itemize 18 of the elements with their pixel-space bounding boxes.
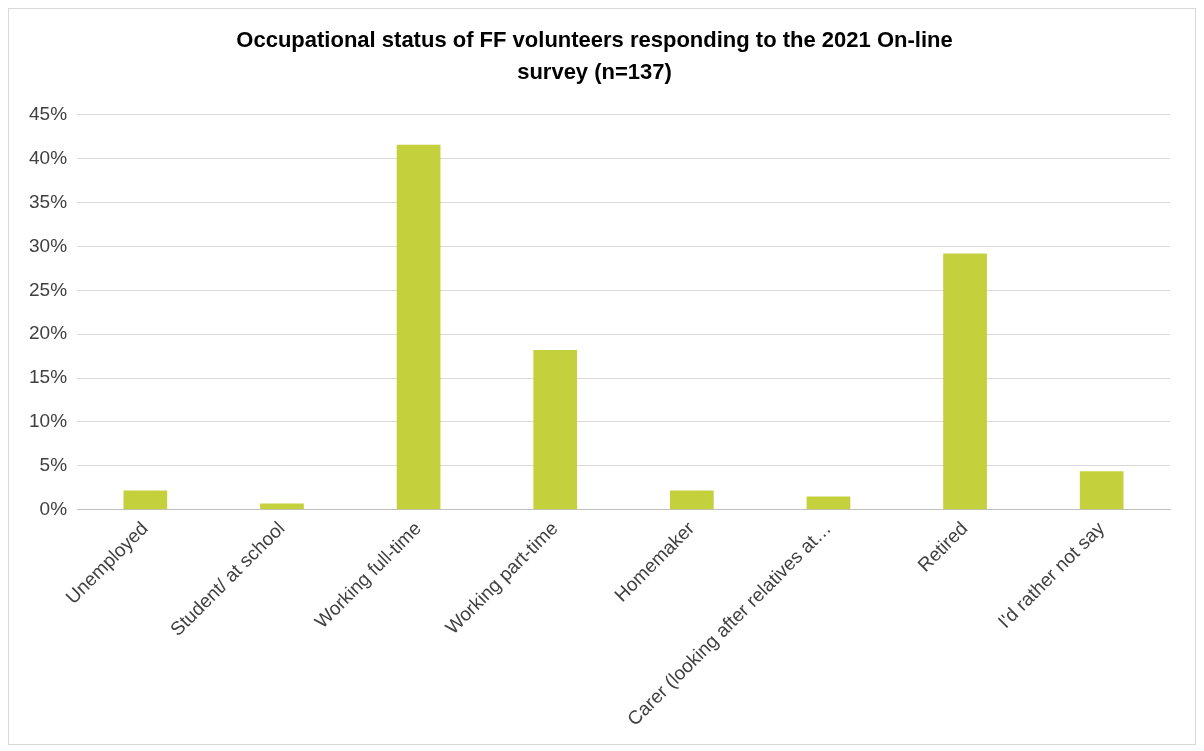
bar xyxy=(396,144,441,510)
bar xyxy=(123,490,168,510)
bar xyxy=(806,496,851,510)
y-tick-label: 45% xyxy=(29,103,68,125)
bar xyxy=(533,350,578,510)
chart-title: Occupational status of FF volunteers responding to the 2021 On-line survey (n=137) xyxy=(236,27,953,84)
y-tick-label: 0% xyxy=(39,497,68,519)
y-tick-label: 20% xyxy=(29,322,68,344)
y-tick-label: 35% xyxy=(29,190,68,212)
bar xyxy=(1079,471,1124,510)
y-tick-label: 15% xyxy=(29,366,68,388)
y-tick-label: 25% xyxy=(29,278,68,300)
y-tick-label: 5% xyxy=(39,454,68,476)
bar xyxy=(943,253,987,510)
y-tick-label: 10% xyxy=(29,410,68,432)
y-tick-label: 40% xyxy=(29,146,68,168)
y-tick-label: 30% xyxy=(29,234,68,256)
bar xyxy=(669,490,714,510)
